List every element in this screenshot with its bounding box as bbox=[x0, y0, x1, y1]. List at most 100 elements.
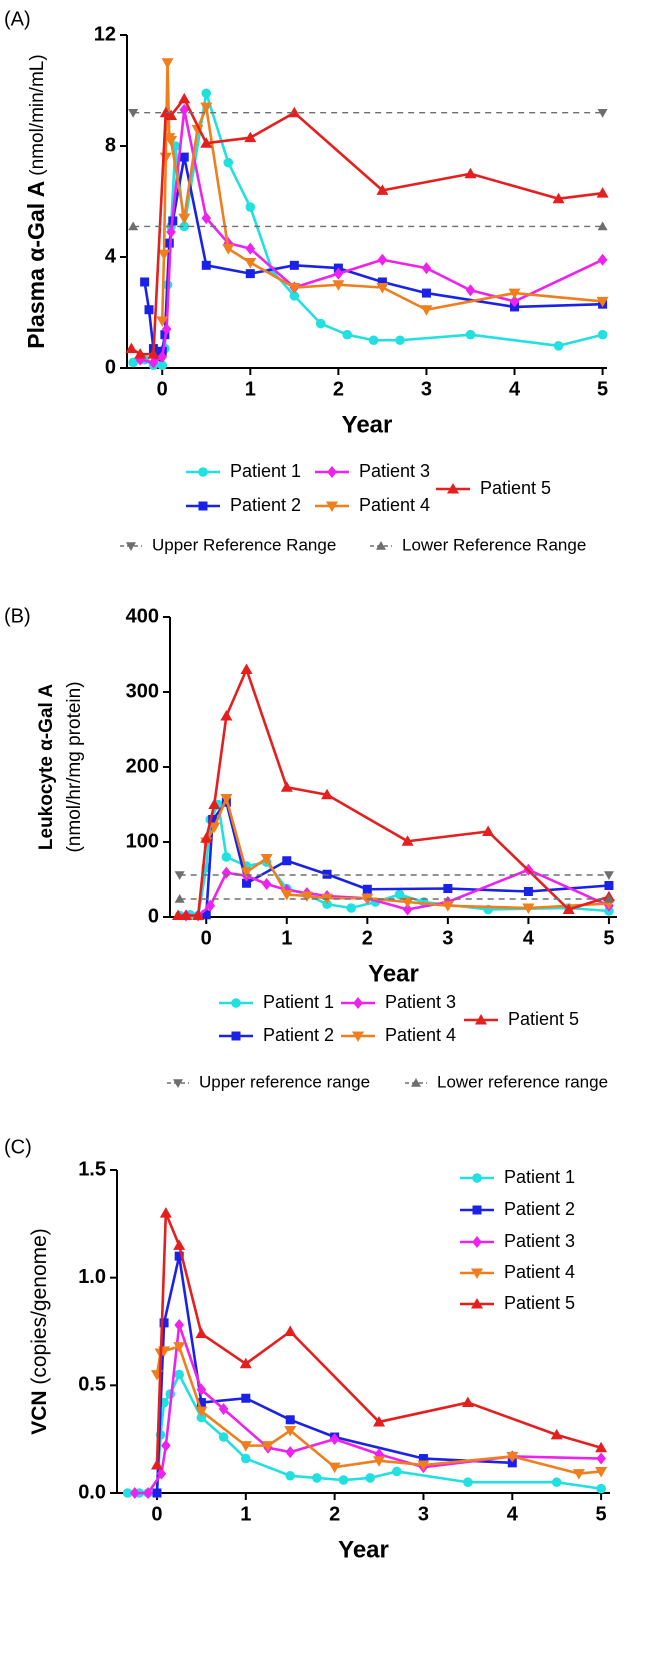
data-point bbox=[262, 1441, 275, 1452]
legend-swatch-marker bbox=[353, 997, 363, 1009]
data-point bbox=[156, 1467, 167, 1480]
legend-swatch-marker bbox=[471, 1298, 483, 1309]
data-point bbox=[200, 102, 213, 114]
data-point bbox=[401, 835, 414, 846]
legend-swatch-marker bbox=[447, 483, 459, 494]
data-point bbox=[239, 1441, 252, 1452]
data-point bbox=[221, 852, 232, 862]
data-point bbox=[362, 884, 372, 894]
data-point bbox=[338, 1475, 349, 1485]
data-point bbox=[441, 901, 454, 912]
legend-label: Patient 2 bbox=[504, 1199, 575, 1219]
data-point bbox=[285, 1446, 296, 1459]
data-point bbox=[595, 1466, 608, 1478]
data-point bbox=[342, 329, 352, 340]
data-point bbox=[161, 58, 174, 69]
data-point bbox=[464, 167, 477, 179]
series-upper-reference-range bbox=[128, 108, 608, 118]
legend-item: Patient 1 bbox=[460, 1167, 575, 1187]
data-point bbox=[201, 88, 212, 99]
legend-item: Patient 5 bbox=[464, 1009, 579, 1029]
series-patient-5 bbox=[125, 92, 609, 359]
data-point bbox=[196, 1383, 207, 1396]
panel-label: (A) bbox=[4, 8, 31, 30]
x-tick-label: 1 bbox=[281, 927, 292, 949]
x-tick-label: 4 bbox=[509, 378, 521, 400]
y-axis-label: Leukocyte α-Gal A (nmol/hr/mg protein) bbox=[36, 681, 85, 852]
data-point bbox=[280, 890, 293, 901]
legend-item: Patient 5 bbox=[460, 1293, 575, 1313]
legend-swatch-marker bbox=[126, 542, 136, 551]
x-axis-label: Year bbox=[368, 960, 419, 987]
legend-item: Upper reference range bbox=[167, 1072, 370, 1091]
data-point bbox=[218, 1403, 229, 1416]
data-point bbox=[180, 909, 193, 920]
legend-item: Lower reference range bbox=[405, 1072, 608, 1091]
legend-label: Patient 4 bbox=[504, 1262, 575, 1282]
x-tick-label: 5 bbox=[596, 1503, 607, 1525]
series-line bbox=[155, 1211, 602, 1466]
legend-label: Lower reference range bbox=[437, 1072, 608, 1091]
data-point bbox=[572, 1469, 585, 1480]
data-point bbox=[280, 781, 293, 792]
legend-swatch-marker bbox=[475, 1014, 487, 1025]
y-tick-label: 0.0 bbox=[78, 1481, 106, 1503]
data-point bbox=[282, 856, 292, 866]
legend-item: Patient 2 bbox=[219, 1025, 334, 1045]
series-patient-5 bbox=[150, 1207, 608, 1470]
data-point bbox=[373, 1456, 386, 1467]
data-point bbox=[597, 329, 608, 340]
data-point bbox=[596, 1483, 606, 1494]
data-point bbox=[200, 137, 213, 148]
x-tick-label: 4 bbox=[523, 927, 535, 949]
legend-label: Upper Reference Range bbox=[152, 535, 336, 554]
data-point bbox=[597, 253, 608, 266]
data-point bbox=[392, 1466, 402, 1477]
x-tick-label: 1 bbox=[245, 378, 256, 400]
y-tick-label: 400 bbox=[126, 605, 159, 627]
data-point bbox=[178, 92, 191, 104]
data-point bbox=[157, 350, 168, 363]
data-point bbox=[373, 1415, 386, 1427]
data-point bbox=[244, 258, 257, 269]
data-point bbox=[346, 903, 357, 913]
data-point bbox=[122, 1488, 133, 1498]
data-point bbox=[595, 1441, 608, 1453]
data-point bbox=[245, 269, 255, 279]
data-point bbox=[152, 1488, 162, 1498]
legend-item: Patient 4 bbox=[341, 1025, 456, 1045]
x-tick-label: 0 bbox=[157, 378, 168, 400]
data-point bbox=[465, 284, 476, 297]
data-point bbox=[244, 131, 257, 143]
legend-label: Patient 2 bbox=[263, 1025, 334, 1045]
legend-swatch-marker bbox=[472, 1173, 482, 1183]
panel-label: (C) bbox=[4, 1136, 32, 1158]
data-point bbox=[315, 318, 326, 329]
x-tick-label: 5 bbox=[597, 378, 608, 400]
data-point bbox=[245, 202, 256, 212]
data-point bbox=[192, 909, 205, 920]
x-tick-label: 3 bbox=[421, 378, 432, 400]
data-point bbox=[463, 1477, 473, 1488]
legend-swatch-marker bbox=[231, 1031, 241, 1041]
x-axis-label: Year bbox=[342, 411, 393, 438]
data-point bbox=[402, 903, 413, 916]
series-patient-4 bbox=[156, 58, 609, 327]
legend-label: Patient 3 bbox=[504, 1231, 575, 1251]
legend: Patient 1 Patient 2 Patient 3 Patient 4 Pati… bbox=[460, 1167, 575, 1313]
data-point bbox=[196, 1398, 206, 1408]
data-point bbox=[604, 881, 614, 890]
data-point bbox=[179, 221, 190, 232]
data-point bbox=[285, 1415, 295, 1425]
legend-label: Patient 5 bbox=[504, 1293, 575, 1313]
chart-panel-3: (C) 0.0 0.5 1.0 1.5 0 1 2 3 4 5 Year VCN (copies/gen… bbox=[4, 1136, 610, 1563]
data-point bbox=[312, 1473, 322, 1483]
y-axis-label: VCN (copies/genome) bbox=[28, 1228, 51, 1435]
legend-swatch-marker bbox=[472, 1236, 482, 1248]
data-point bbox=[174, 1251, 184, 1261]
data-point bbox=[222, 244, 235, 255]
data-point bbox=[195, 1327, 208, 1339]
legend-swatch-marker bbox=[471, 1268, 483, 1279]
data-point bbox=[376, 283, 389, 294]
data-point bbox=[550, 1428, 563, 1440]
